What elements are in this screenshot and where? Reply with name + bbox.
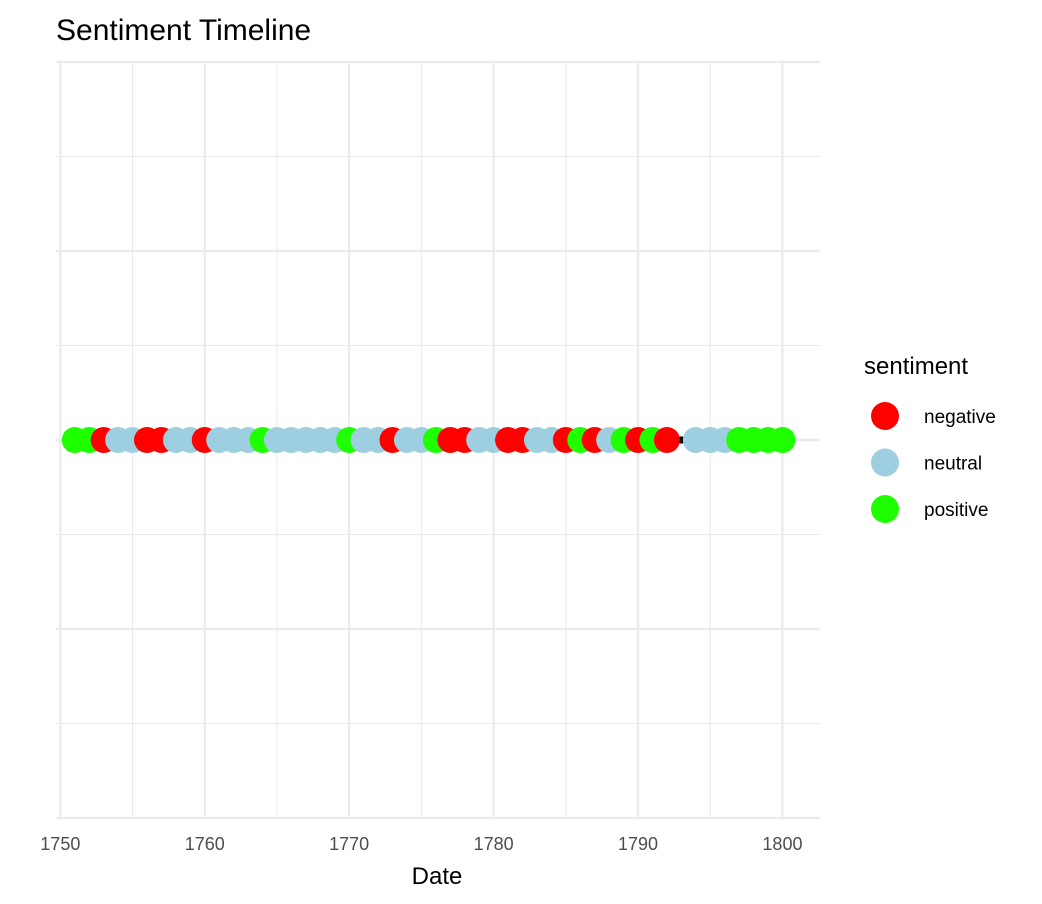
data-points <box>61 427 796 453</box>
x-tick-label: 1760 <box>185 834 225 854</box>
x-tick-label: 1780 <box>474 834 514 854</box>
x-tick-label: 1800 <box>762 834 802 854</box>
data-point-negative <box>653 427 680 453</box>
legend-label-positive: positive <box>924 500 988 521</box>
chart-title: Sentiment Timeline <box>56 14 311 47</box>
legend-key-positive <box>871 495 899 523</box>
legend-label-neutral: neutral <box>924 454 982 475</box>
legend-key-neutral <box>871 448 899 477</box>
x-tick-label: 1790 <box>618 834 658 854</box>
legend-key-negative <box>871 402 899 430</box>
x-axis-ticks: 1750 1760 1770 1780 1790 1800 <box>40 834 802 854</box>
legend-title: sentiment <box>864 353 968 380</box>
x-tick-label: 1750 <box>40 834 80 854</box>
data-point-positive <box>769 427 796 453</box>
x-tick-label: 1770 <box>329 834 369 854</box>
legend: sentiment negative neutral positive <box>864 353 996 523</box>
legend-label-negative: negative <box>924 407 996 428</box>
x-axis-title: Date <box>412 863 463 890</box>
